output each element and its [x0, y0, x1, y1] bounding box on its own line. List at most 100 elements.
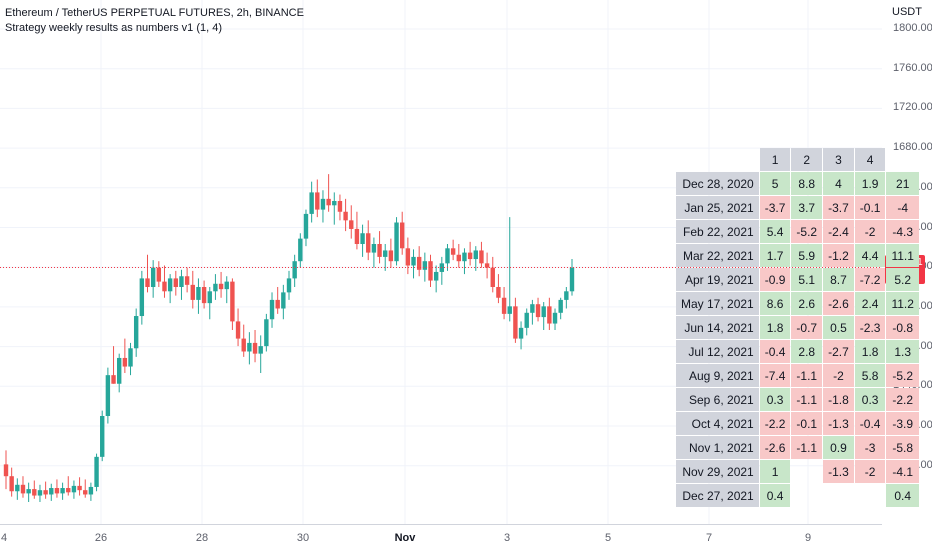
candle-body: [156, 267, 162, 282]
candle-body: [54, 488, 60, 494]
candle-body: [326, 198, 331, 206]
candle-body: [37, 490, 43, 496]
table-row: Mar 22, 2021 1.7 5.9 -1.2 4.4 11.1: [676, 244, 919, 267]
candle-body: [479, 250, 484, 264]
candle-body: [445, 248, 450, 264]
result-cell: -0.9: [759, 268, 791, 291]
candle-body: [343, 211, 348, 221]
result-cell: -3.7: [823, 196, 854, 219]
chart-legend: Ethereum / TetherUS PERPETUAL FUTURES, 2…: [5, 6, 304, 36]
result-cell: -0.7: [791, 316, 823, 339]
table-column-header: 3: [823, 148, 854, 171]
candle-body: [117, 357, 122, 384]
time-axis-label: 30: [296, 532, 310, 544]
result-cell: [823, 484, 854, 507]
indicator-title[interactable]: Strategy weekly results as numbers v1 (1…: [5, 22, 223, 34]
table-row: Nov 1, 2021 -2.6 -1.1 0.9 -3 -5.8: [676, 436, 919, 459]
time-axis-label: 26: [94, 532, 108, 544]
row-date: Feb 22, 2021: [676, 220, 759, 243]
row-total-cell: -2.2: [886, 388, 919, 411]
candle-body: [303, 213, 309, 239]
candle-body: [428, 261, 433, 281]
result-cell: -2.3: [854, 316, 886, 339]
candle-body: [230, 281, 235, 322]
candle-body: [467, 252, 473, 260]
row-total-cell: -4.1: [886, 460, 919, 483]
candle-body: [354, 228, 360, 244]
price-axis-label: 1760.00: [893, 61, 932, 74]
table-row: May 17, 2021 8.6 2.6 -2.6 2.4 11.2: [676, 292, 919, 315]
table-column-header: 2: [791, 148, 823, 171]
candle-body: [213, 283, 218, 292]
candle-body: [535, 304, 541, 318]
result-cell: 4.4: [854, 244, 886, 267]
candle-body: [26, 489, 31, 494]
row-total-cell: 21: [886, 172, 919, 195]
candle-body: [94, 456, 99, 487]
candle-body: [184, 276, 190, 285]
result-cell: -1.3: [823, 460, 854, 483]
candle-body: [71, 485, 77, 493]
row-total-cell: 5.2: [886, 268, 919, 291]
result-cell: [791, 460, 822, 483]
currency-label: USDT: [892, 6, 922, 18]
result-cell: -2: [854, 220, 886, 243]
candle-body: [371, 244, 377, 253]
candle-body: [422, 261, 428, 270]
row-date: Jul 12, 2021: [676, 340, 759, 363]
time-axis-label: 28: [195, 532, 209, 544]
result-cell: -7.4: [759, 364, 791, 387]
result-cell: 0.9: [823, 436, 854, 459]
candle-body: [558, 299, 563, 313]
row-date: Jun 14, 2021: [676, 316, 759, 339]
candle-body: [394, 222, 399, 262]
row-date: Dec 28, 2020: [676, 172, 759, 195]
candle-body: [484, 263, 490, 268]
candle-body: [218, 283, 224, 290]
candle-body: [20, 484, 26, 494]
candle-body: [264, 319, 269, 347]
candle-body: [332, 201, 337, 206]
result-cell: -1.1: [791, 436, 823, 459]
row-date: Dec 27, 2021: [676, 484, 759, 507]
row-total-cell: -5.2: [886, 364, 919, 387]
row-total-cell: 0.4: [886, 484, 919, 507]
result-cell: 0.3: [759, 388, 791, 411]
candle-body: [252, 342, 258, 354]
weekly-results-table: 1 2 3 4 Dec 28, 2020 5 8.8 4 1.9 21 Jan 25, 2021 -3…: [675, 147, 920, 508]
candle-body: [32, 489, 37, 496]
candle-body: [462, 252, 467, 262]
symbol-title[interactable]: Ethereum / TetherUS PERPETUAL FUTURES, 2…: [5, 7, 304, 19]
result-cell: -2.6: [823, 292, 854, 315]
row-date: Mar 22, 2021: [676, 244, 759, 267]
time-axis[interactable]: 4 26 28 30 Nov 3 5 7 9: [0, 524, 882, 550]
candle-body: [66, 488, 71, 493]
candle-body: [190, 284, 195, 300]
candle-body: [286, 278, 292, 293]
candle-body: [405, 248, 411, 266]
result-cell: 2.8: [791, 340, 823, 363]
result-cell: -0.1: [791, 412, 823, 435]
result-cell: 1.8: [854, 340, 886, 363]
row-date: Aug 9, 2021: [676, 364, 759, 387]
candle-body: [411, 256, 416, 266]
result-cell: [855, 484, 886, 507]
price-axis-label: 1720.00: [893, 101, 932, 114]
candle-body: [241, 338, 246, 352]
candle-body: [496, 287, 501, 298]
candle-body: [400, 222, 405, 249]
candle-body: [224, 281, 229, 290]
candle-body: [60, 488, 65, 494]
candle-body: [547, 306, 552, 324]
candle-body: [366, 233, 371, 253]
result-cell: -0.4: [854, 412, 886, 435]
candle-body: [564, 291, 569, 300]
result-cell: 0.5: [823, 316, 854, 339]
candle-body: [524, 312, 529, 328]
result-cell: 5.9: [791, 244, 823, 267]
result-cell: -0.1: [854, 196, 886, 219]
row-total-cell: -3.9: [886, 412, 919, 435]
row-total-cell: -4: [886, 196, 919, 219]
candle-body: [111, 375, 116, 384]
